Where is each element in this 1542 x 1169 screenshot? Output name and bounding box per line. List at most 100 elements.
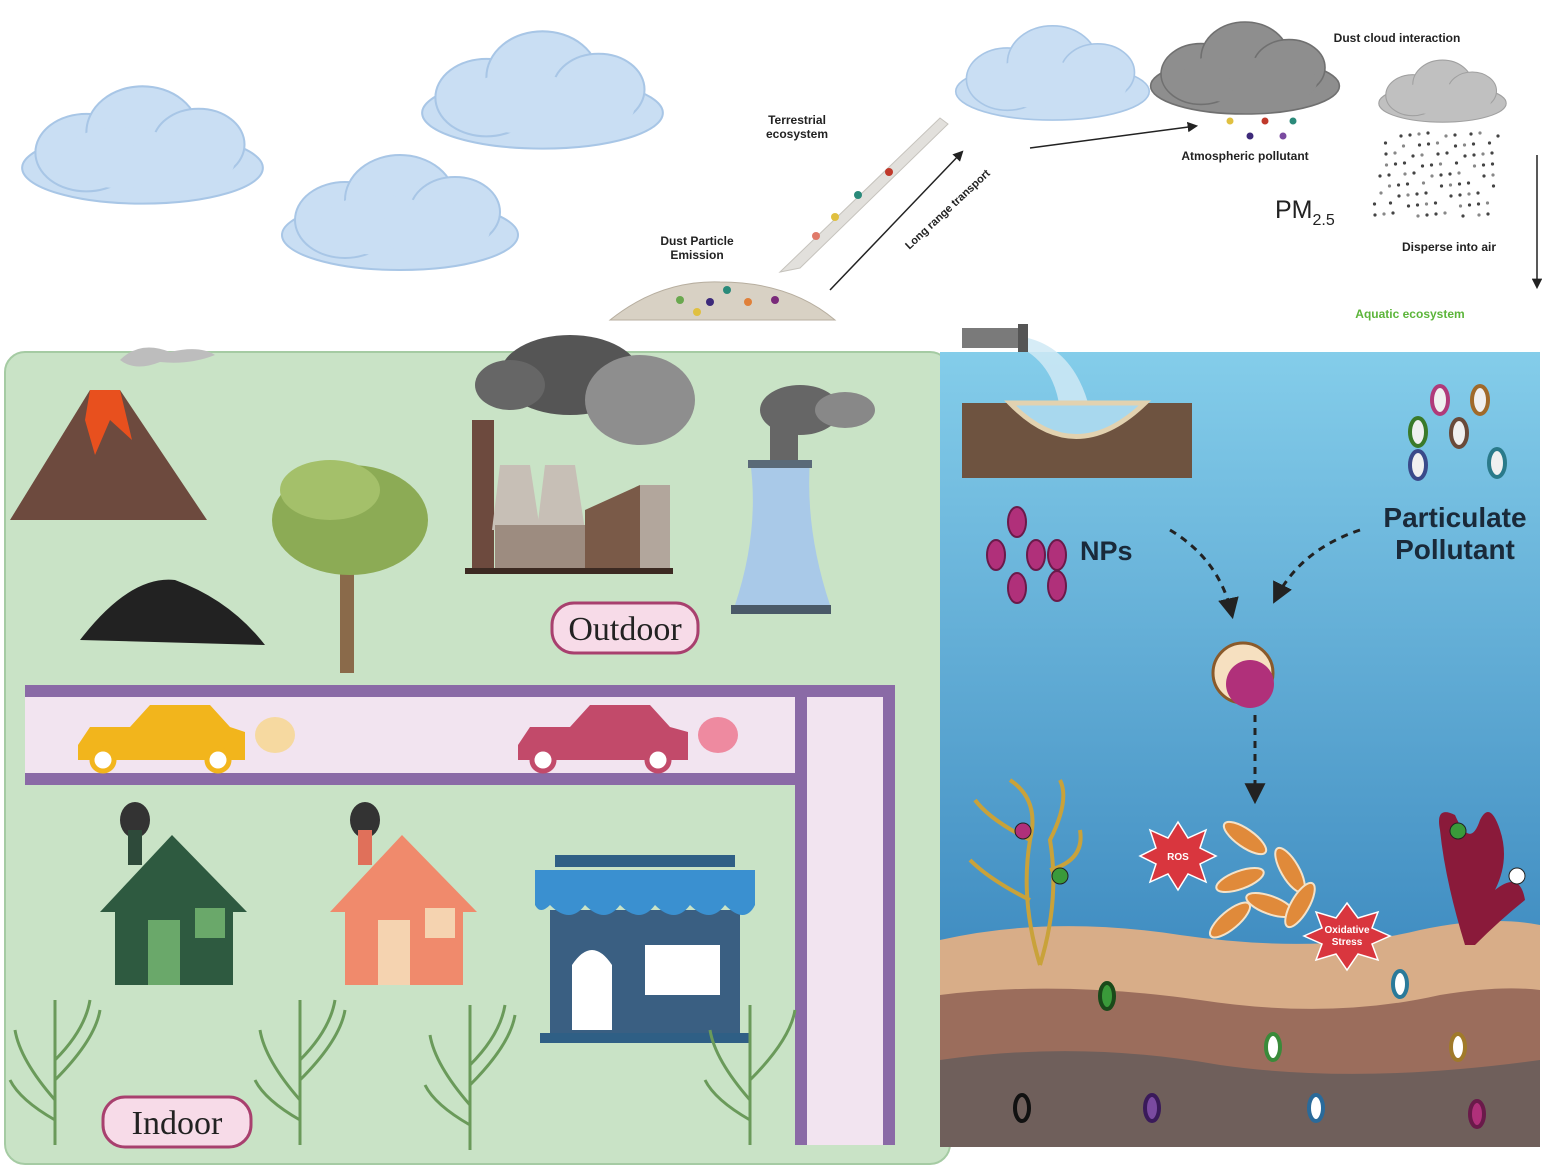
- sediment-particles: [1470, 1101, 1484, 1127]
- pm-dots: [1461, 214, 1464, 217]
- house: [425, 908, 455, 938]
- pm-dots: [1448, 172, 1451, 175]
- pipe: [1018, 324, 1028, 352]
- pm-dots: [1412, 171, 1415, 174]
- pm-dots: [1459, 204, 1462, 207]
- pm-dots: [1406, 182, 1409, 185]
- sediment-particles: [1393, 971, 1407, 997]
- pm-dots: [1481, 152, 1484, 155]
- pm-dots: [1388, 184, 1391, 187]
- atmospheric-pollutant-dots: [1227, 118, 1297, 140]
- pm-dots: [1434, 201, 1437, 204]
- cooling-tower: [815, 392, 875, 428]
- pm-dots: [1427, 142, 1430, 145]
- pm-dots: [1467, 192, 1470, 195]
- sediment-particles: [1100, 983, 1114, 1009]
- particle: [1509, 868, 1525, 884]
- label: Outdoor: [568, 611, 682, 648]
- pm-dots: [1379, 191, 1382, 194]
- cloud: [22, 86, 263, 203]
- particle: [1450, 823, 1466, 839]
- pm-dots: [1463, 143, 1466, 146]
- pm-dots: [1397, 194, 1400, 197]
- pm-dots: [1399, 134, 1402, 137]
- pm-dots: [1425, 213, 1428, 216]
- pm-dots: [1373, 202, 1376, 205]
- car: [207, 749, 229, 771]
- pm-dots: [1402, 144, 1405, 147]
- np-particles: [1027, 540, 1045, 570]
- pm-dots: [1445, 151, 1448, 154]
- house: [358, 830, 372, 865]
- pm-dots: [1397, 183, 1400, 186]
- gray-cloud: [1151, 22, 1340, 114]
- label: Indoor: [132, 1105, 223, 1142]
- pm-dots: [1385, 163, 1388, 166]
- gray-cloud: [1151, 22, 1340, 114]
- pm-dots: [1453, 133, 1456, 136]
- gray-cloud: [1379, 60, 1506, 122]
- pm-dots: [1391, 211, 1394, 214]
- pm-dots: [1439, 162, 1442, 165]
- label: PM: [1275, 196, 1313, 224]
- pm-dots: [1407, 204, 1410, 207]
- car: [532, 749, 554, 771]
- pm-dots: [1454, 144, 1457, 147]
- factory: [640, 485, 670, 570]
- dust-mound: [706, 298, 714, 306]
- label: Particulate: [1383, 502, 1526, 533]
- pm-dots: [1490, 151, 1493, 154]
- pm-dots: [1449, 183, 1452, 186]
- label: Pollutant: [1395, 534, 1515, 565]
- particulate-particles: [1472, 386, 1488, 414]
- pm-dots: [1491, 173, 1494, 176]
- factory: [465, 568, 673, 574]
- pm-dots: [1491, 162, 1494, 165]
- factory: [475, 360, 545, 410]
- label: NPs: [1080, 536, 1133, 566]
- pm-dots: [1444, 134, 1447, 137]
- pm-dots: [1384, 152, 1387, 155]
- pm-dots: [1482, 163, 1485, 166]
- pm-dots: [1469, 132, 1472, 135]
- pm-label: PM2.5: [1275, 196, 1335, 229]
- pm-dots: [1408, 133, 1411, 136]
- pm-dots: [1457, 171, 1460, 174]
- particulate-particles: [1451, 419, 1467, 447]
- dust-streak: [885, 168, 893, 176]
- pm-dots: [1411, 154, 1414, 157]
- pm-dots: [1422, 181, 1425, 184]
- pm-dots: [1455, 161, 1458, 164]
- particle: [1052, 868, 1068, 884]
- shop: [645, 945, 720, 995]
- factory: [495, 525, 585, 570]
- diagram: Terrestrial ecosystem Dust Particle Emis…: [0, 0, 1542, 1169]
- label: Atmospheric pollutant: [1181, 149, 1308, 163]
- particulate-particles: [1410, 418, 1426, 446]
- pm-dots: [1458, 193, 1461, 196]
- pm-dots: [1463, 154, 1466, 157]
- dust-mound: [771, 296, 779, 304]
- pm-dots: [1476, 191, 1479, 194]
- pm-dots: [1486, 201, 1489, 204]
- road: [807, 697, 883, 1145]
- dust-streak: [780, 118, 948, 272]
- pm-dots: [1478, 131, 1481, 134]
- dust-mound: [723, 286, 731, 294]
- cooling-tower: [770, 420, 798, 465]
- pm-dots: [1425, 202, 1428, 205]
- pm-dots: [1424, 191, 1427, 194]
- atmospheric-pollutant-dots: [1227, 118, 1234, 125]
- pm-dots: [1416, 214, 1419, 217]
- pm-dots: [1467, 181, 1470, 184]
- pm-dots: [1458, 182, 1461, 185]
- label: Oxidative: [1324, 925, 1369, 936]
- sediment-particles: [1451, 1034, 1465, 1060]
- car: [92, 749, 114, 771]
- pm-dots: [1418, 143, 1421, 146]
- pm-dots: [1415, 192, 1418, 195]
- pm-dots: [1472, 142, 1475, 145]
- label: Emission: [670, 248, 723, 262]
- pm-dots: [1416, 203, 1419, 206]
- pm-dots: [1439, 173, 1442, 176]
